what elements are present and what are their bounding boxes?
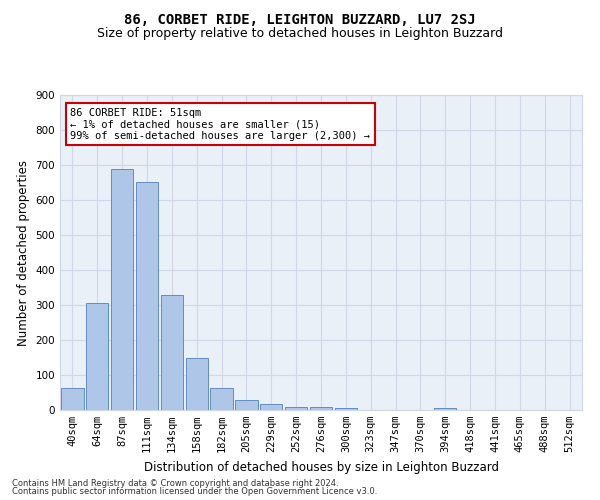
Text: Size of property relative to detached houses in Leighton Buzzard: Size of property relative to detached ho…	[97, 28, 503, 40]
Bar	[86, 302, 109, 410]
Bar	[335, 408, 357, 410]
Bar	[61, 388, 83, 410]
Bar	[260, 404, 283, 410]
Bar	[434, 408, 457, 410]
Text: Contains HM Land Registry data © Crown copyright and database right 2024.: Contains HM Land Registry data © Crown c…	[12, 478, 338, 488]
Bar	[285, 406, 307, 410]
Text: 86 CORBET RIDE: 51sqm
← 1% of detached houses are smaller (15)
99% of semi-detac: 86 CORBET RIDE: 51sqm ← 1% of detached h…	[70, 108, 370, 141]
Bar	[161, 294, 183, 410]
Bar	[310, 407, 332, 410]
Bar	[136, 182, 158, 410]
Bar	[111, 169, 133, 410]
Bar	[185, 358, 208, 410]
Y-axis label: Number of detached properties: Number of detached properties	[17, 160, 30, 346]
Text: Contains public sector information licensed under the Open Government Licence v3: Contains public sector information licen…	[12, 487, 377, 496]
X-axis label: Distribution of detached houses by size in Leighton Buzzard: Distribution of detached houses by size …	[143, 460, 499, 473]
Text: 86, CORBET RIDE, LEIGHTON BUZZARD, LU7 2SJ: 86, CORBET RIDE, LEIGHTON BUZZARD, LU7 2…	[124, 12, 476, 26]
Bar	[211, 388, 233, 410]
Bar	[235, 400, 257, 410]
